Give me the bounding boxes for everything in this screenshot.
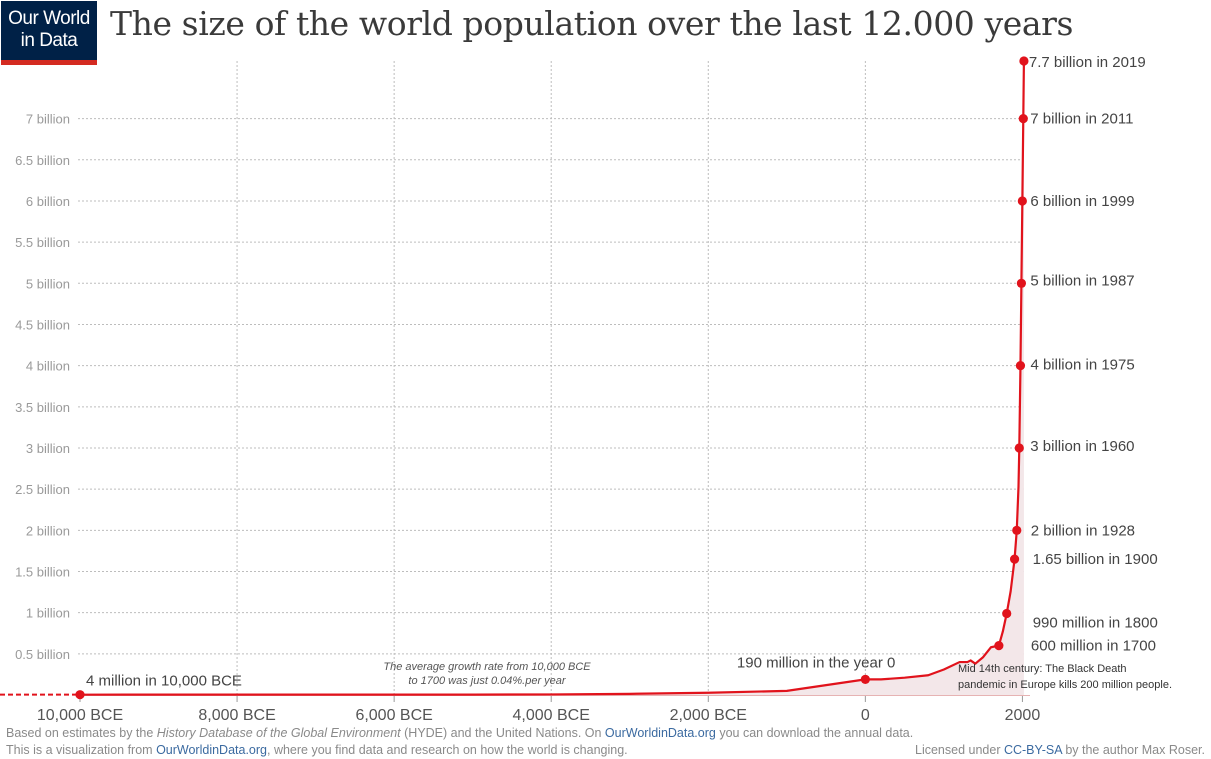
footer-source: Based on estimates by the History Databa… bbox=[6, 726, 913, 740]
footer-hyde-title: History Database of the Global Environme… bbox=[156, 726, 401, 740]
owid-logo[interactable]: Our World in Data bbox=[1, 1, 97, 65]
data-point-marker bbox=[994, 640, 1004, 651]
data-point-marker bbox=[1018, 114, 1028, 124]
footer-license: Licensed under CC-BY-SA by the author Ma… bbox=[915, 743, 1205, 757]
data-point-label: 1.65 billion in 1900 bbox=[1033, 551, 1158, 568]
y-tick-label: 4.5 billion bbox=[15, 317, 70, 332]
y-tick-label: 6 billion bbox=[26, 194, 70, 209]
grid-lines bbox=[78, 61, 1030, 702]
area-layer bbox=[80, 61, 1024, 695]
x-tick-label: 2000 bbox=[1005, 707, 1041, 724]
footer-text: (HYDE) and the United Nations. On bbox=[400, 726, 605, 740]
footer-license-link[interactable]: CC-BY-SA bbox=[1003, 743, 1062, 757]
population-area bbox=[80, 61, 1024, 695]
footer-text: This is a visualization from bbox=[6, 743, 157, 757]
population-line bbox=[79, 60, 1026, 696]
data-point-marker bbox=[1015, 361, 1026, 371]
growth-rate-annotation: to 1700 was just 0.04%.per year bbox=[408, 675, 566, 687]
y-tick-label: 2.5 billion bbox=[15, 482, 70, 497]
x-tick-label: 6,000 BCE bbox=[355, 707, 432, 724]
footer-text: by the author Max Roser. bbox=[1061, 743, 1205, 757]
data-point-label: 7 billion in 2011 bbox=[1030, 111, 1133, 128]
y-tick-label: 3.5 billion bbox=[15, 400, 70, 415]
y-tick-label: 1 billion bbox=[26, 606, 70, 621]
x-tick-label: 10,000 BCE bbox=[37, 707, 123, 724]
growth-rate-annotation: The average growth rate from 10,000 BCE bbox=[383, 661, 591, 673]
data-point-label: 4 billion in 1975 bbox=[1030, 357, 1134, 374]
data-point-marker bbox=[1016, 278, 1027, 288]
data-point-marker bbox=[1019, 56, 1029, 66]
footer-text: you can download the annual data. bbox=[715, 726, 914, 740]
data-point-marker bbox=[75, 690, 85, 700]
y-tick-label: 1.5 billion bbox=[15, 564, 70, 579]
labels-layer: 0.5 billion 1 billion 1.5 billion 2 billion… bbox=[15, 54, 1172, 724]
y-tick-label: 3 billion bbox=[26, 441, 70, 456]
line-layer bbox=[0, 60, 1026, 696]
y-tick-label: 0.5 billion bbox=[15, 647, 70, 662]
y-tick-label: 5 billion bbox=[26, 276, 70, 291]
x-tick-label: 0 bbox=[861, 707, 870, 724]
black-death-annotation: Mid 14th century: The Black Death bbox=[958, 663, 1127, 675]
data-point-label: 5 billion in 1987 bbox=[1030, 272, 1134, 289]
data-point-label: 190 million in the year 0 bbox=[737, 654, 895, 671]
logo-line2: in Data bbox=[20, 30, 78, 51]
y-tick-label: 5.5 billion bbox=[15, 235, 70, 250]
y-tick-label: 4 billion bbox=[26, 359, 70, 374]
chart-title: The size of the world population over th… bbox=[110, 4, 1074, 43]
data-point-marker bbox=[1002, 608, 1012, 619]
data-point-marker bbox=[860, 674, 870, 684]
data-point-label: 2 billion in 1928 bbox=[1031, 522, 1135, 539]
y-tick-label: 7 billion bbox=[26, 112, 70, 127]
footer-attribution: This is a visualization from OurWorldinD… bbox=[6, 743, 628, 757]
x-tick-label: 4,000 BCE bbox=[513, 707, 590, 724]
data-point-label: 3 billion in 1960 bbox=[1030, 438, 1134, 455]
black-death-annotation: pandemic in Europe kills 200 million peo… bbox=[958, 679, 1172, 691]
footer-owid-link[interactable]: OurWorldinData.org bbox=[156, 743, 267, 757]
data-point-marker bbox=[1009, 554, 1020, 564]
footer-text: Based on estimates by the bbox=[6, 726, 157, 740]
data-point-label: 6 billion in 1999 bbox=[1030, 193, 1134, 210]
data-point-label: 990 million in 1800 bbox=[1033, 614, 1158, 631]
footer-owid-link[interactable]: OurWorldinData.org bbox=[604, 726, 716, 740]
x-tick-label: 2,000 BCE bbox=[670, 707, 747, 724]
data-point-label: 600 million in 1700 bbox=[1031, 638, 1156, 655]
data-point-marker bbox=[1014, 443, 1024, 453]
y-tick-label: 2 billion bbox=[26, 523, 70, 538]
footer-text: , where you find data and research on ho… bbox=[267, 743, 628, 757]
data-point-label: 4 million in 10,000 BCE bbox=[86, 673, 242, 690]
data-point-label: 7.7 billion in 2019 bbox=[1029, 54, 1146, 71]
points-layer bbox=[75, 56, 1029, 700]
y-tick-label: 6.5 billion bbox=[15, 153, 70, 168]
data-point-marker bbox=[1017, 196, 1027, 206]
footer-text: Licensed under bbox=[915, 743, 1004, 757]
data-point-marker bbox=[1012, 525, 1022, 535]
logo-line1: Our World bbox=[8, 8, 90, 29]
x-tick-label: 8,000 BCE bbox=[198, 707, 275, 724]
